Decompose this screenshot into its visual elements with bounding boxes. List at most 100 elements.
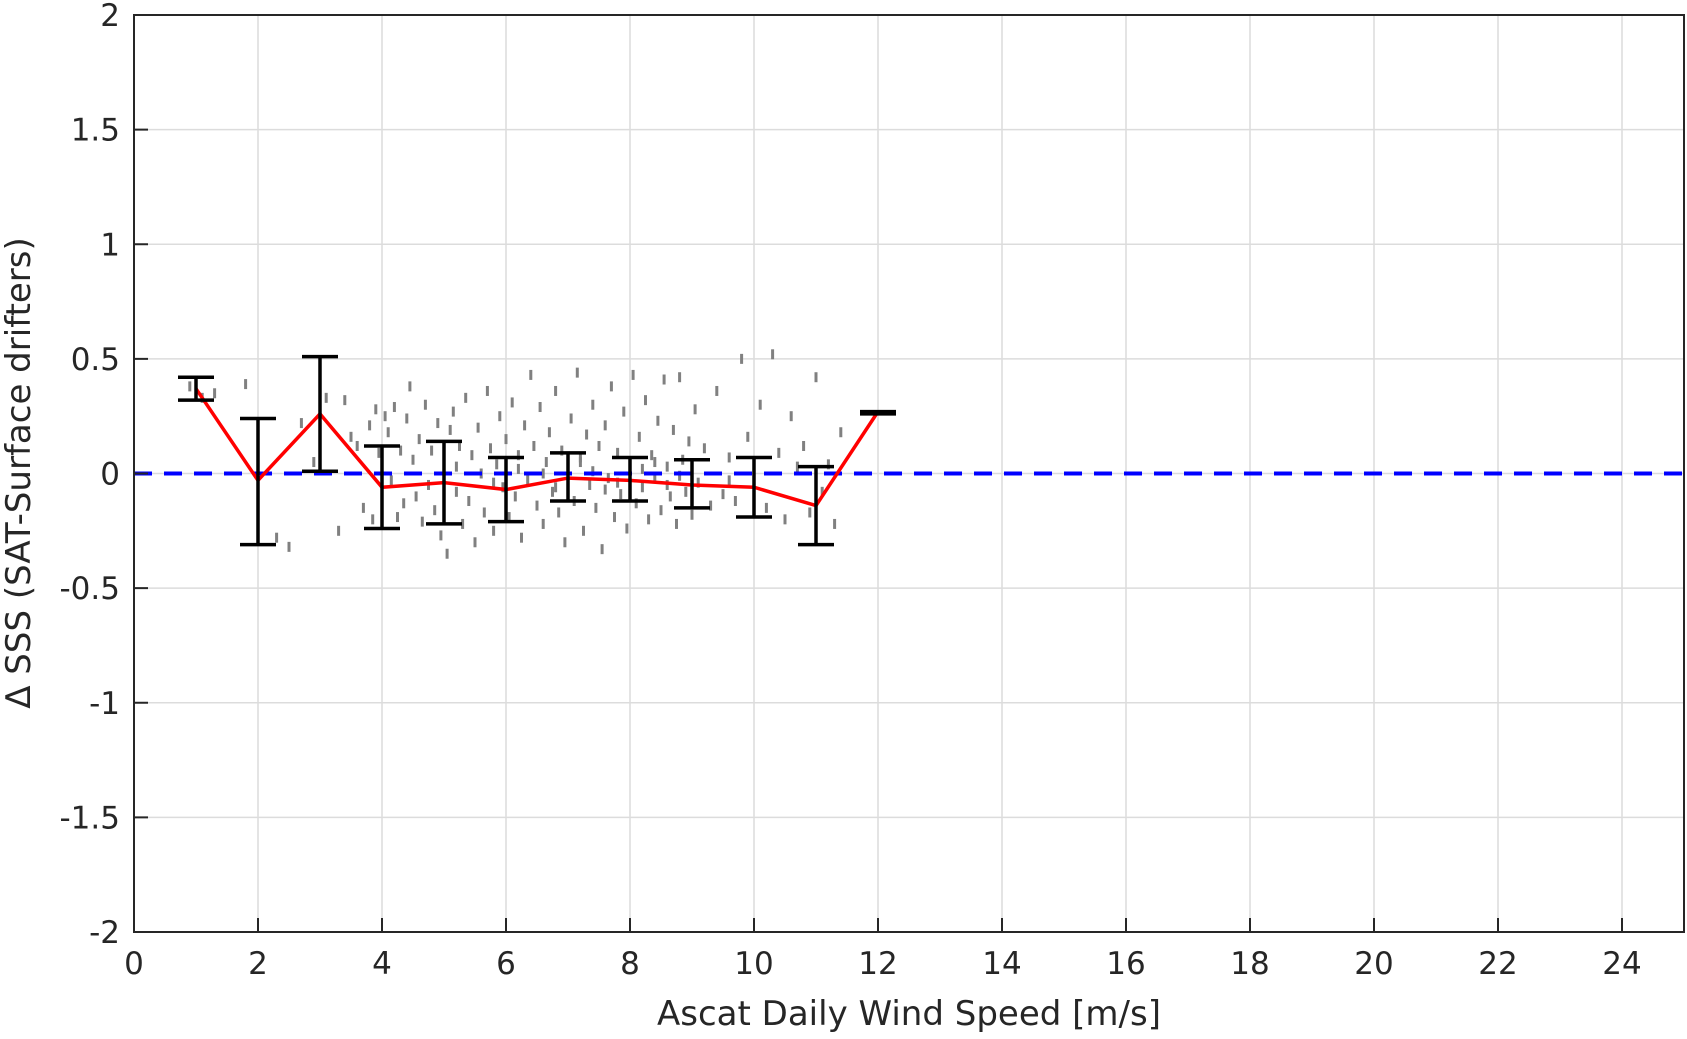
y-axis-title: Δ SSS (SAT-Surface drifters) xyxy=(0,237,39,709)
scatter-point xyxy=(597,440,601,451)
error-bar xyxy=(302,354,338,473)
scatter-point xyxy=(690,509,694,520)
scatter-point xyxy=(746,431,750,442)
scatter-point xyxy=(312,457,316,468)
scatter-point xyxy=(662,374,666,385)
scatter-point xyxy=(501,482,505,493)
scatter-point xyxy=(647,514,651,525)
scatter-point xyxy=(644,395,647,406)
scatter-point xyxy=(795,461,799,472)
scatter-point xyxy=(771,349,775,360)
scatter-point xyxy=(727,452,731,463)
scatter-point xyxy=(575,367,579,378)
x-tick-label: 0 xyxy=(124,946,144,982)
scatter-point xyxy=(591,466,595,477)
scatter-point xyxy=(659,505,663,516)
scatter-point xyxy=(513,491,517,502)
x-tick-label: 24 xyxy=(1602,946,1641,982)
scatter-point xyxy=(423,399,427,410)
scatter-point xyxy=(275,532,279,543)
scatter-point xyxy=(678,372,682,383)
x-tick-label: 4 xyxy=(372,946,392,982)
x-tick-label: 10 xyxy=(734,946,773,982)
scatter-point xyxy=(541,468,545,479)
scatter-point xyxy=(684,486,688,497)
scatter-point xyxy=(650,450,654,461)
scatter-point xyxy=(640,463,644,474)
scatter-point xyxy=(616,477,620,488)
scatter-point xyxy=(386,427,390,438)
scatter-point xyxy=(523,420,527,431)
error-bar xyxy=(550,451,586,503)
scatter-point xyxy=(631,369,635,380)
scatter-point xyxy=(405,413,409,424)
scatter-point xyxy=(833,518,837,529)
scatter-point xyxy=(383,411,387,422)
error-bars xyxy=(178,354,896,547)
scatter-point xyxy=(547,427,551,438)
scatter-point xyxy=(582,525,585,536)
scatter-point xyxy=(420,516,424,527)
scatter-point xyxy=(337,525,341,536)
x-axis-title: Ascat Daily Wind Speed [m/s] xyxy=(657,994,1161,1034)
scatter-point xyxy=(783,514,787,525)
x-tick-label: 18 xyxy=(1230,946,1269,982)
scatter-point xyxy=(532,440,536,451)
x-tick-label: 2 xyxy=(248,946,268,982)
scatter-point xyxy=(640,482,644,493)
scatter-point xyxy=(740,353,744,364)
scatter-point xyxy=(808,507,812,518)
scatter-point xyxy=(625,523,629,534)
y-tick-label: -1 xyxy=(89,686,120,722)
scatter-point xyxy=(439,530,443,541)
scatter-point xyxy=(588,479,592,490)
scatter-point xyxy=(594,502,598,513)
scatter-point xyxy=(368,420,372,431)
scatter-point xyxy=(389,475,393,486)
scatter-point xyxy=(569,413,573,424)
scatter-point xyxy=(504,434,508,445)
x-tick-label: 12 xyxy=(858,946,897,982)
scatter-point xyxy=(520,532,523,543)
scatter-point xyxy=(585,429,589,440)
y-tick-label: 0 xyxy=(100,457,120,493)
scatter-point xyxy=(498,411,502,422)
scatter-point xyxy=(814,372,818,383)
scatter-point xyxy=(551,486,554,497)
scatter-point xyxy=(473,537,477,548)
scatter-point xyxy=(554,482,558,493)
y-tick-label: -2 xyxy=(89,915,120,951)
scatter-point xyxy=(687,436,691,447)
scatter-point xyxy=(467,496,471,507)
scatter-point xyxy=(758,399,762,410)
scatter-point xyxy=(470,450,474,461)
scatter-point xyxy=(324,392,328,403)
y-tick-label: 1 xyxy=(100,227,120,263)
scatter-point xyxy=(461,518,465,529)
scatter-point xyxy=(396,512,399,523)
scatter-point xyxy=(727,475,731,486)
scatter-point xyxy=(485,385,489,396)
scatter-point xyxy=(733,496,737,507)
error-bar xyxy=(736,455,772,519)
scatter-point xyxy=(489,443,492,454)
error-bar xyxy=(426,439,462,526)
scatter-point xyxy=(578,457,582,468)
scatter-point xyxy=(476,422,480,433)
scatter-point xyxy=(430,445,434,456)
scatter-point xyxy=(374,404,378,415)
scatter-point xyxy=(538,402,542,413)
scatter-point xyxy=(675,518,678,529)
y-tick-label: 0.5 xyxy=(71,342,120,378)
x-ticks: 0 2 4 6 8 10 12 14 16 18 20 22 24 xyxy=(124,918,1642,982)
y-ticks: -2 -1.5 -1 -0.5 0 0.5 1 1.5 2 xyxy=(60,0,148,951)
y-tick-label: 2 xyxy=(100,0,120,34)
scatter-point xyxy=(492,525,496,536)
scatter-point xyxy=(355,440,359,451)
mean-line xyxy=(194,387,880,508)
scatter-point xyxy=(408,381,412,392)
y-tick-label: -1.5 xyxy=(60,800,121,836)
scatter-point xyxy=(535,500,539,511)
scatter-point xyxy=(802,440,806,451)
error-bar xyxy=(674,457,710,510)
